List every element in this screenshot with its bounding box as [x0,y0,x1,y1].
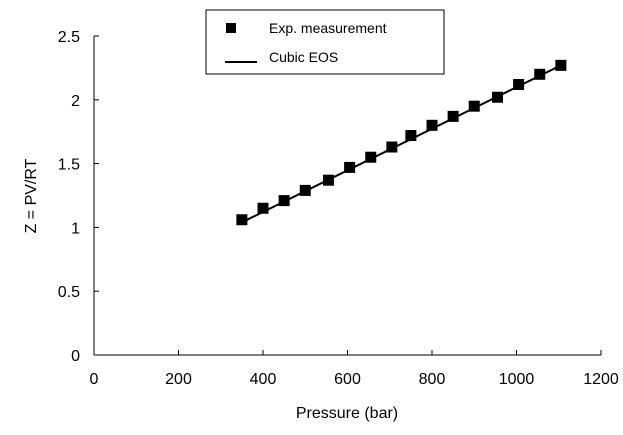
fit-line-layer [241,64,562,224]
exp-measurement-point [426,119,438,131]
exp-measurement-point [322,174,334,186]
exp-measurement-point [555,59,567,71]
exp-measurement-point [257,202,269,214]
exp-measurement-point [447,110,459,122]
exp-measurement-point [534,68,546,80]
exp-measurement-point [236,214,248,226]
exp-measurement-point [365,151,377,163]
x-tick-label: 0 [90,371,99,388]
exp-measurement-point [278,195,290,207]
exp-measurement-point [513,78,525,90]
exp-measurement-point [468,100,480,112]
exp-measurement-point [491,91,503,103]
y-tick-label: 0 [71,348,80,365]
x-tick-label: 400 [250,371,277,388]
y-axis-title: Z = PV/RT [23,158,40,233]
x-tick-label: 1000 [499,371,535,388]
legend-label-eos: Cubic EOS [269,49,338,65]
legend: Exp. measurement Cubic EOS [205,9,445,75]
legend-label-exp: Exp. measurement [269,20,387,36]
x-tick-label: 200 [165,371,192,388]
x-tick-label: 1200 [583,371,619,388]
y-tick-label: 2 [71,93,80,110]
x-axis-ticks: 0 200 400 600 800 1000 1200 [90,350,619,388]
exp-measurement-point [386,141,398,153]
exp-measurement-point [405,130,417,142]
marker-layer [236,59,567,226]
y-tick-label: 1.5 [58,157,80,174]
y-tick-label: 2.5 [58,29,80,46]
x-axis-title: Pressure (bar) [296,405,398,422]
x-tick-label: 800 [419,371,446,388]
legend-marker-exp [226,23,236,33]
legend-box [205,9,445,75]
exp-measurement-point [344,161,356,173]
y-axis-ticks: 0 0.5 1 1.5 2 2.5 [58,29,99,365]
y-tick-label: 0.5 [58,284,80,301]
y-tick-label: 1 [71,220,80,237]
x-tick-label: 600 [334,371,361,388]
cubic-eos-line [241,64,562,224]
exp-measurement-point [299,184,311,196]
